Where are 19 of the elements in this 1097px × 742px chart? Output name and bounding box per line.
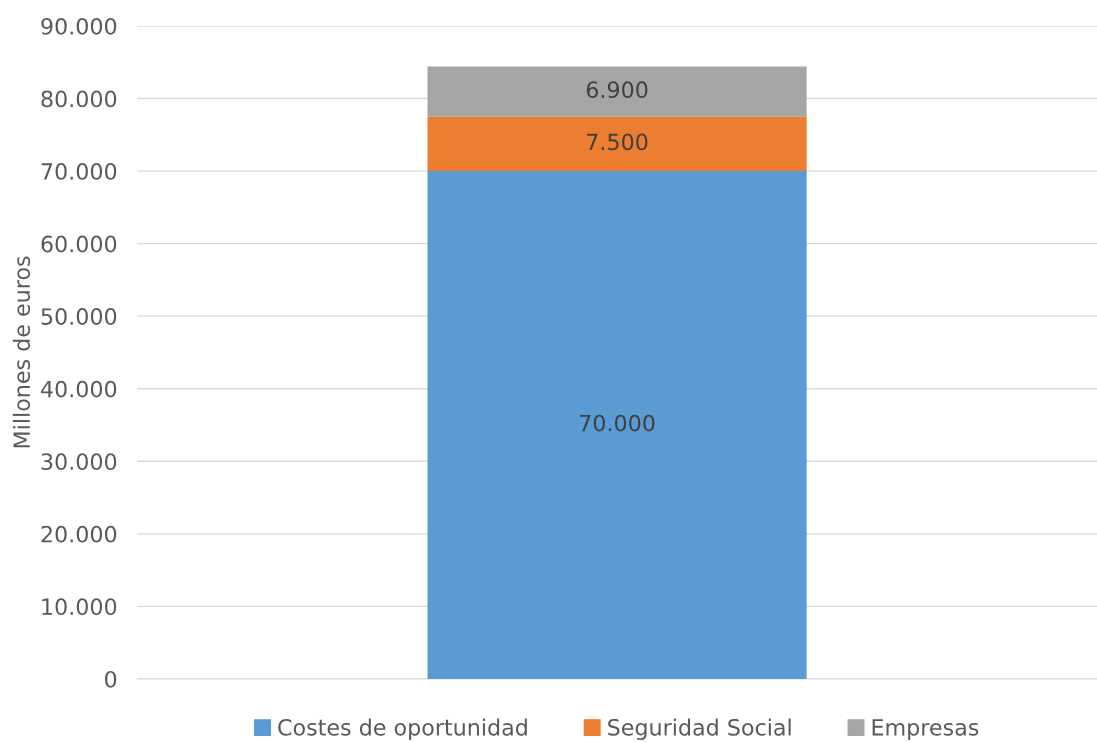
y-tick-label: 40.000 bbox=[41, 380, 117, 398]
bar bbox=[427, 66, 807, 117]
data-label: 6.900 bbox=[586, 81, 648, 99]
legend-label: Costes de oportunidad bbox=[278, 718, 527, 741]
bar bbox=[427, 116, 807, 172]
y-tick-label: 80.000 bbox=[41, 90, 117, 108]
y-tick-label: 30.000 bbox=[41, 453, 117, 471]
data-label: 70.000 bbox=[580, 414, 655, 432]
y-tick-label: 0 bbox=[105, 670, 117, 688]
y-axis-title: Millones de euros bbox=[12, 256, 31, 448]
y-tick-label: 60.000 bbox=[41, 235, 117, 253]
y-tick-label: 20.000 bbox=[41, 525, 117, 543]
y-tick-label: 70.000 bbox=[41, 163, 117, 180]
y-tick-label: 90.000 bbox=[41, 17, 117, 35]
legend-label: Empresas bbox=[872, 719, 979, 741]
y-tick-label: 50.000 bbox=[41, 308, 117, 325]
data-label: 7.500 bbox=[587, 133, 648, 151]
y-tick-label: 10.000 bbox=[42, 598, 117, 616]
legend-label: Seguridad Social bbox=[608, 718, 791, 741]
